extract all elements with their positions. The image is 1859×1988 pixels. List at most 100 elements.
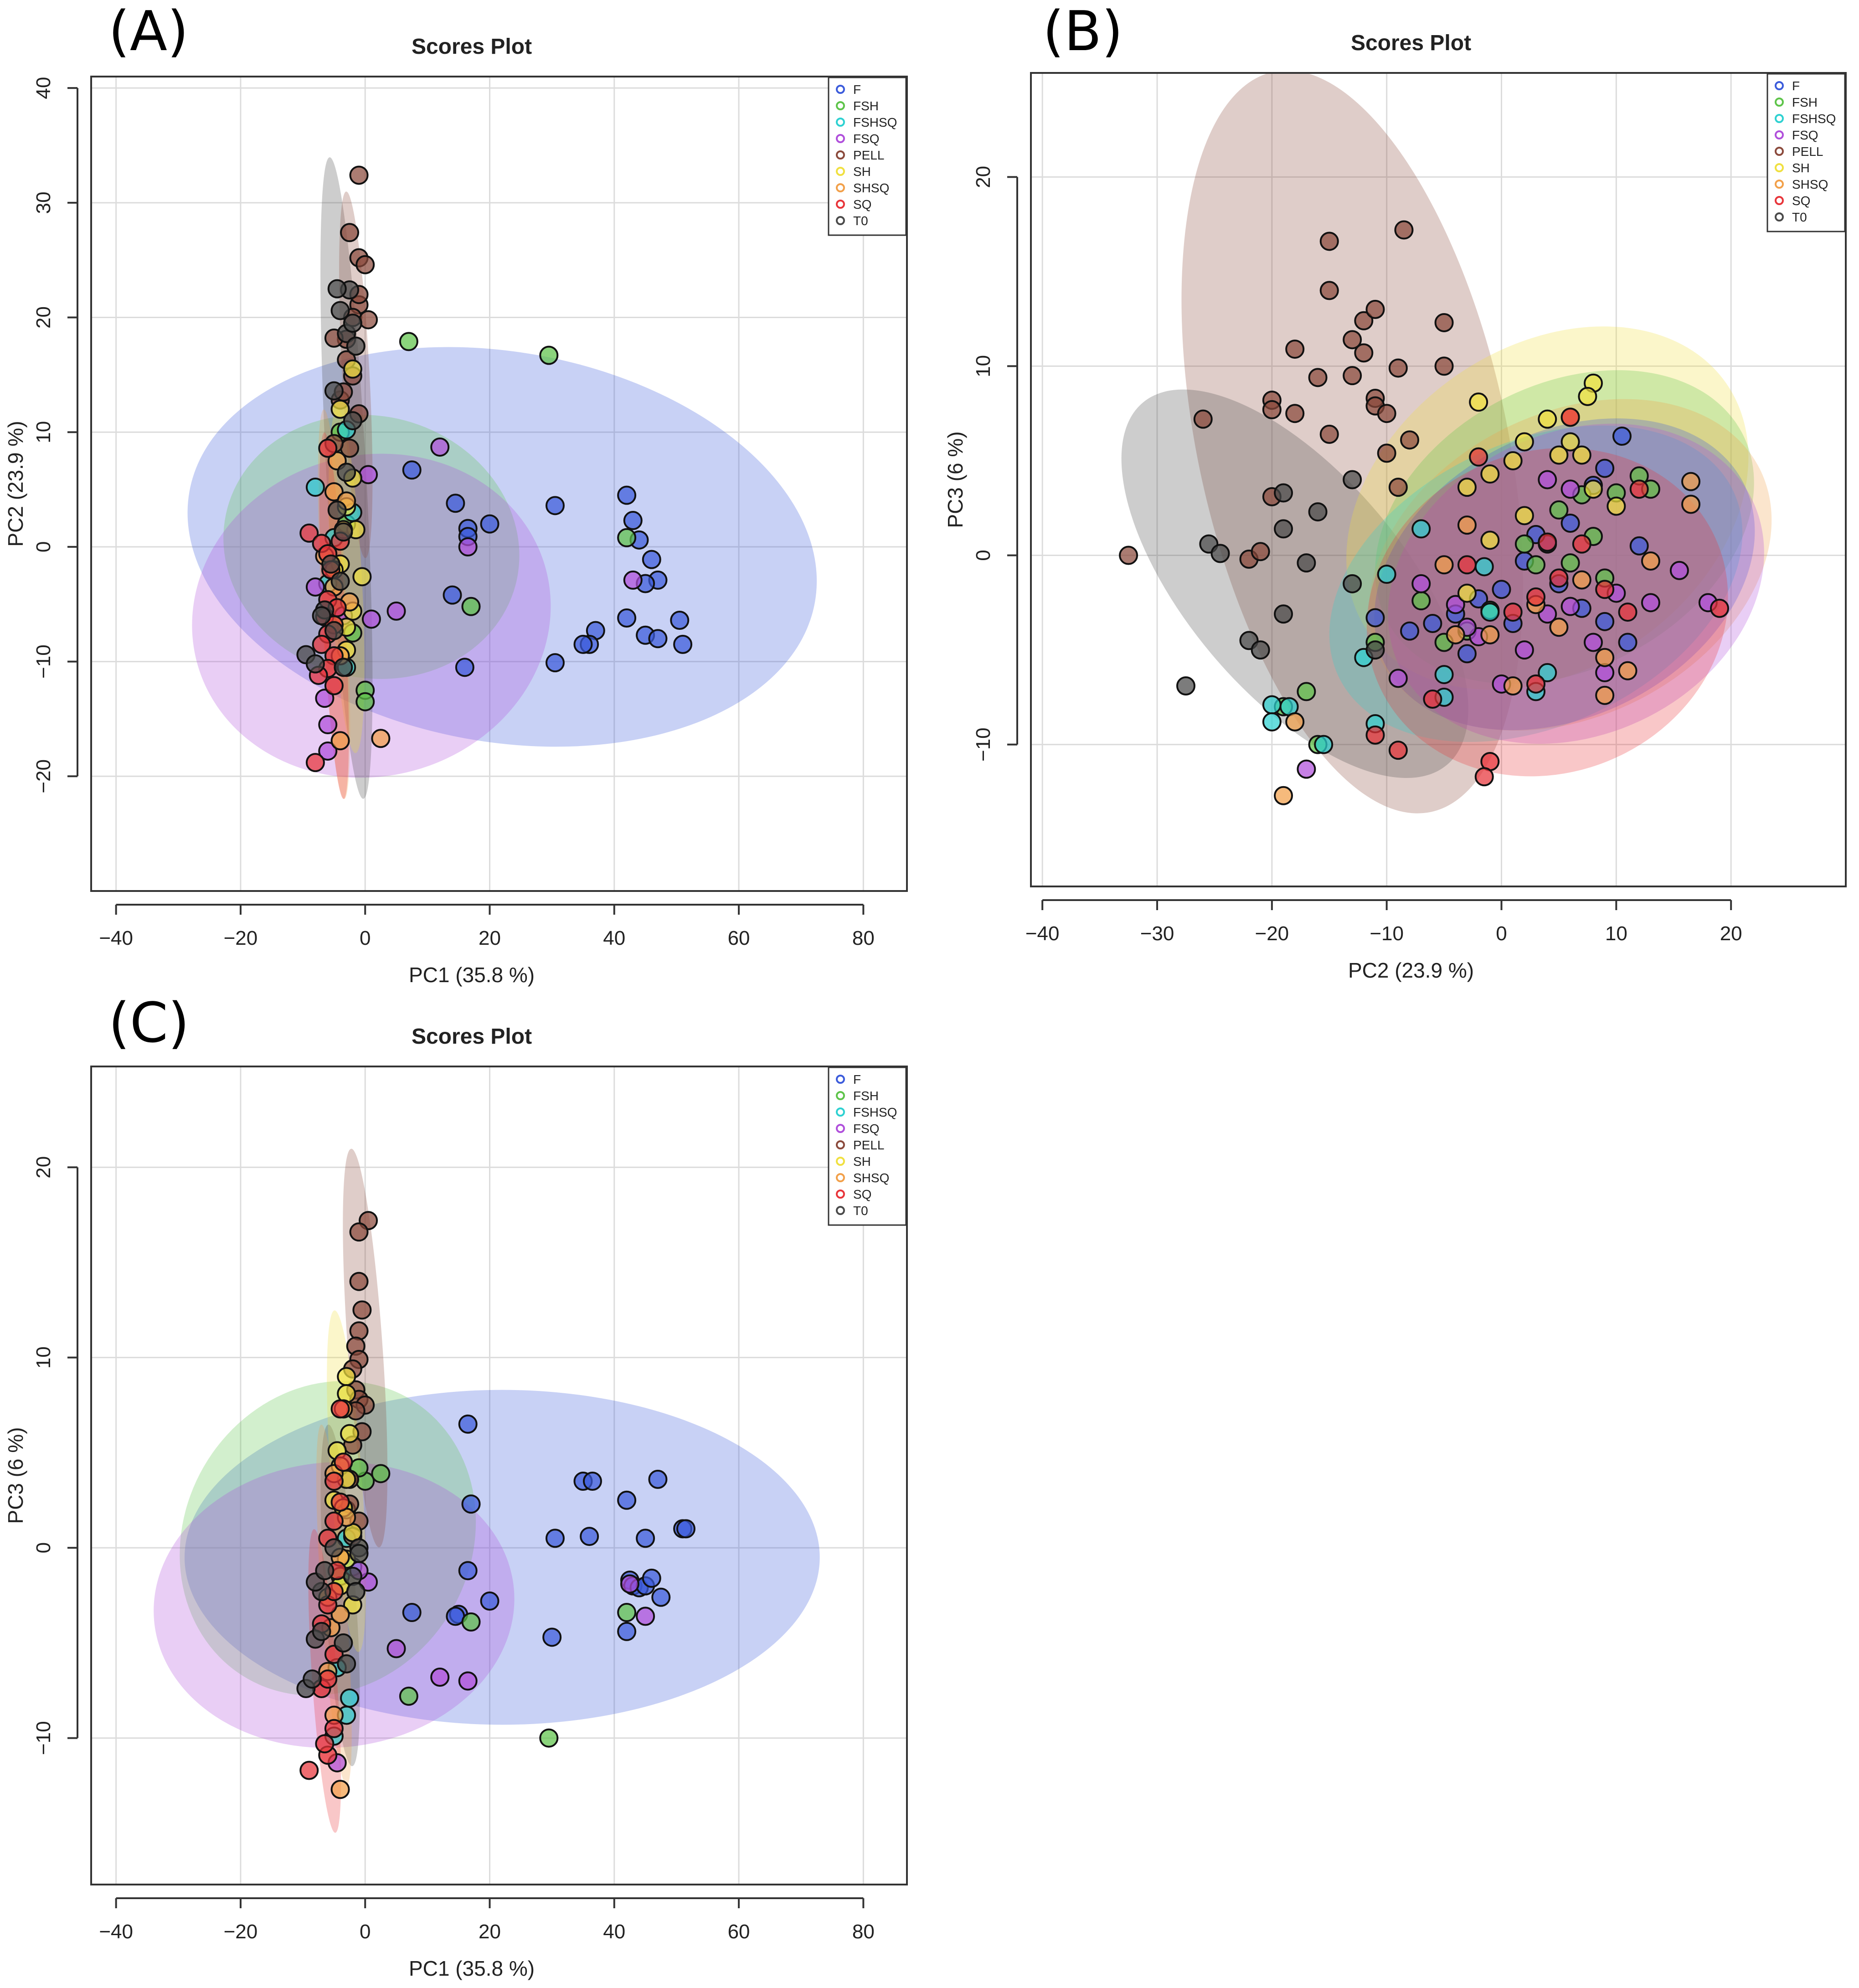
legend-label-fsh: FSH bbox=[1792, 95, 1818, 109]
point-pell bbox=[1434, 356, 1454, 376]
legend-marker-pell bbox=[1775, 147, 1784, 156]
point-t0 bbox=[312, 606, 331, 625]
point-f bbox=[1612, 427, 1632, 446]
point-fshsq bbox=[1480, 603, 1500, 622]
point-pell bbox=[1388, 478, 1408, 497]
point-t0 bbox=[330, 301, 350, 320]
point-f bbox=[480, 514, 500, 534]
point-shsq bbox=[1285, 712, 1305, 731]
x-tick-label: 40 bbox=[603, 927, 625, 949]
legend-marker-fsq bbox=[836, 1124, 845, 1133]
point-fsh bbox=[461, 1612, 481, 1632]
point-fshsq bbox=[1411, 519, 1431, 539]
point-t0 bbox=[303, 1669, 322, 1689]
point-shsq bbox=[330, 731, 350, 751]
point-shsq bbox=[330, 1780, 350, 1799]
point-fsq bbox=[315, 689, 335, 708]
point-t0 bbox=[327, 500, 347, 520]
x-tick-label: −30 bbox=[1140, 922, 1174, 945]
point-t0 bbox=[334, 658, 353, 677]
legend-marker-fsh bbox=[836, 1091, 845, 1100]
point-t0 bbox=[312, 1622, 331, 1641]
point-sh bbox=[1549, 445, 1569, 465]
point-fsh bbox=[1549, 500, 1569, 520]
point-sq bbox=[299, 1761, 319, 1780]
point-t0 bbox=[334, 1633, 353, 1653]
point-fsq bbox=[1669, 561, 1689, 580]
point-f bbox=[617, 1622, 637, 1641]
point-f bbox=[580, 1527, 599, 1546]
point-sh bbox=[1578, 386, 1597, 406]
point-f bbox=[636, 1529, 655, 1548]
point-fsh bbox=[399, 1686, 418, 1706]
point-fsh bbox=[1514, 534, 1534, 554]
point-fsq bbox=[1641, 593, 1660, 613]
legend-label-sq: SQ bbox=[1792, 194, 1810, 208]
point-pell bbox=[359, 310, 378, 330]
point-fshsq bbox=[305, 478, 325, 497]
point-f bbox=[443, 585, 462, 605]
point-fsq bbox=[1411, 574, 1431, 593]
legend-label-f: F bbox=[1792, 79, 1800, 93]
point-fshsq bbox=[1262, 712, 1282, 731]
legend-label-sh: SH bbox=[853, 165, 871, 179]
point-sq bbox=[1474, 767, 1494, 787]
y-tick-label: 20 bbox=[32, 306, 55, 329]
point-t0 bbox=[343, 411, 362, 431]
point-f bbox=[648, 629, 668, 649]
point-fshsq bbox=[1434, 665, 1454, 685]
point-shsq bbox=[1457, 515, 1477, 535]
point-f bbox=[1629, 536, 1649, 556]
point-shsq bbox=[1480, 625, 1500, 644]
point-fshsq bbox=[1538, 663, 1557, 682]
point-fsq bbox=[1514, 640, 1534, 660]
point-t0 bbox=[1308, 502, 1328, 522]
point-fsh bbox=[399, 332, 418, 351]
plot-frame bbox=[90, 76, 908, 892]
point-t0 bbox=[346, 336, 366, 356]
point-sh bbox=[1607, 496, 1626, 516]
point-sq bbox=[1560, 407, 1580, 427]
point-t0 bbox=[337, 1654, 356, 1674]
legend-label-shsq: SHSQ bbox=[1792, 177, 1828, 191]
point-fshsq bbox=[1474, 557, 1494, 577]
legend-marker-fsq bbox=[1775, 130, 1784, 139]
point-sh bbox=[340, 1424, 360, 1443]
point-sq bbox=[1526, 587, 1546, 607]
point-sh bbox=[1514, 506, 1534, 525]
y-tick-label: 0 bbox=[972, 550, 994, 561]
legend-label-fsh: FSH bbox=[853, 1089, 879, 1103]
y-tick-label: 10 bbox=[32, 421, 55, 443]
point-fsq bbox=[386, 1639, 406, 1658]
point-f bbox=[676, 1519, 695, 1539]
legend-label-shsq: SHSQ bbox=[853, 181, 889, 195]
point-sh bbox=[1514, 432, 1534, 452]
point-pell bbox=[1285, 340, 1305, 359]
legend-marker-sh bbox=[836, 167, 845, 176]
legend: F FSH FSHSQ FSQ PELL SH SHSQ SQ T0 bbox=[1766, 73, 1846, 232]
point-f bbox=[1423, 613, 1442, 633]
point-t0 bbox=[1343, 470, 1362, 489]
y-tick-label: −10 bbox=[32, 644, 55, 679]
y-axis-title: PC2 (23.9 %) bbox=[4, 421, 27, 546]
point-pell bbox=[1285, 404, 1305, 423]
point-shsq bbox=[1618, 661, 1638, 680]
x-axis-title: PC1 (35.8 %) bbox=[409, 963, 535, 987]
point-f bbox=[402, 460, 422, 480]
x-tick-label: 10 bbox=[1605, 922, 1627, 945]
point-shsq bbox=[1274, 786, 1293, 805]
y-tick-label: 10 bbox=[972, 355, 994, 377]
legend-marker-t0 bbox=[836, 1206, 845, 1215]
point-sh bbox=[1583, 479, 1603, 499]
legend-label-t0: T0 bbox=[853, 214, 868, 228]
point-fsh bbox=[1560, 553, 1580, 573]
x-tick-label: −20 bbox=[224, 927, 258, 949]
y-tick-label: 0 bbox=[32, 1542, 55, 1553]
point-fsq bbox=[1560, 479, 1580, 499]
point-f bbox=[1365, 608, 1385, 628]
x-tick-label: 80 bbox=[852, 1921, 875, 1943]
x-tick-label: −40 bbox=[99, 927, 133, 949]
point-sq bbox=[1710, 598, 1729, 618]
point-pell bbox=[349, 1272, 369, 1291]
point-f bbox=[1492, 580, 1511, 599]
